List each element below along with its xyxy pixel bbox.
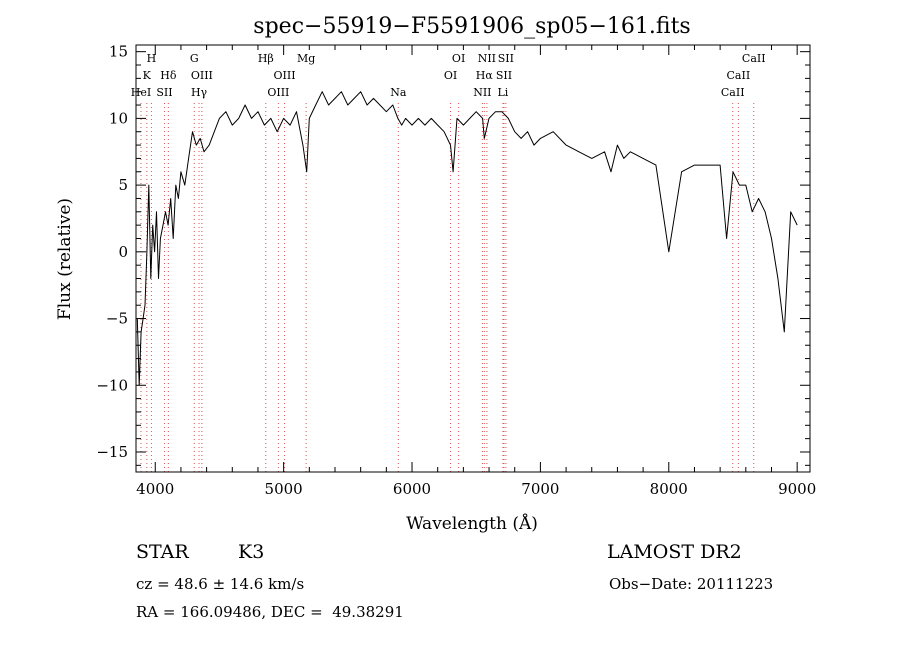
y-tick-label: 15 bbox=[109, 43, 128, 61]
line-marker-label: Li bbox=[497, 86, 508, 99]
x-tick-label: 7000 bbox=[521, 480, 559, 498]
line-marker-label: CaII bbox=[742, 52, 766, 65]
line-marker-label: G bbox=[190, 52, 199, 65]
subclass: K3 bbox=[238, 541, 265, 563]
line-marker-label: OIII bbox=[274, 69, 296, 82]
line-marker-label: OIII bbox=[191, 69, 213, 82]
line-marker-label: SII bbox=[156, 86, 172, 99]
emission-line-markers bbox=[140, 103, 755, 472]
line-marker-label: Mg bbox=[297, 52, 315, 65]
line-marker-label: CaII bbox=[721, 86, 745, 99]
line-marker-label: OI bbox=[444, 69, 457, 82]
x-axis: 4000 5000 6000 7000 8000 9000 bbox=[136, 45, 816, 498]
line-marker-label: H bbox=[147, 52, 157, 65]
y-tick-label: −5 bbox=[106, 310, 128, 328]
x-tick-label: 4000 bbox=[136, 480, 174, 498]
obs-date: Obs−Date: 20111223 bbox=[609, 575, 774, 593]
line-marker-label: OI bbox=[452, 52, 465, 65]
y-axis: −15 −10 −5 0 5 10 15 bbox=[96, 43, 810, 466]
line-marker-label: Na bbox=[390, 86, 407, 99]
line-marker-label: OIII bbox=[267, 86, 289, 99]
survey-name: LAMOST DR2 bbox=[607, 541, 742, 563]
y-tick-label: −10 bbox=[96, 376, 128, 394]
chart-title: spec−55919−F5591906_sp05−161.fits bbox=[253, 14, 690, 39]
y-tick-label: 0 bbox=[118, 243, 128, 261]
x-tick-label: 9000 bbox=[778, 480, 816, 498]
y-tick-label: −15 bbox=[96, 443, 128, 461]
line-marker-label: SII bbox=[496, 69, 512, 82]
line-marker-label: CaII bbox=[727, 69, 751, 82]
emission-line-labels: HeIKHSIIHδGHγOIIIHβOIIIOIIIMgNaOIOINIIHα… bbox=[131, 52, 766, 99]
line-marker-label: Hβ bbox=[258, 52, 274, 65]
y-tick-label: 5 bbox=[118, 176, 128, 194]
line-marker-label: HeI bbox=[131, 86, 151, 99]
redshift-readout: cz = 48.6 ± 14.6 km/s bbox=[136, 575, 305, 593]
x-tick-label: 8000 bbox=[650, 480, 688, 498]
x-axis-label: Wavelength (Å) bbox=[406, 513, 538, 534]
line-marker-label: NII bbox=[478, 52, 496, 65]
line-marker-label: Hγ bbox=[191, 86, 208, 99]
spectrum-series bbox=[136, 91, 798, 386]
object-class: STAR bbox=[136, 541, 189, 563]
line-marker-label: SII bbox=[498, 52, 514, 65]
coordinates: RA = 166.09486, DEC = 49.38291 bbox=[136, 603, 404, 621]
y-tick-label: 10 bbox=[109, 109, 128, 127]
y-axis-label: Flux (relative) bbox=[55, 198, 75, 320]
spectrum-line bbox=[136, 91, 798, 386]
x-tick-label: 6000 bbox=[393, 480, 431, 498]
x-tick-label: 5000 bbox=[265, 480, 303, 498]
line-marker-label: Hδ bbox=[160, 69, 177, 82]
line-marker-label: K bbox=[143, 69, 152, 82]
line-marker-label: Hα bbox=[476, 69, 494, 82]
line-marker-label: NII bbox=[473, 86, 491, 99]
plot-frame bbox=[135, 44, 811, 473]
